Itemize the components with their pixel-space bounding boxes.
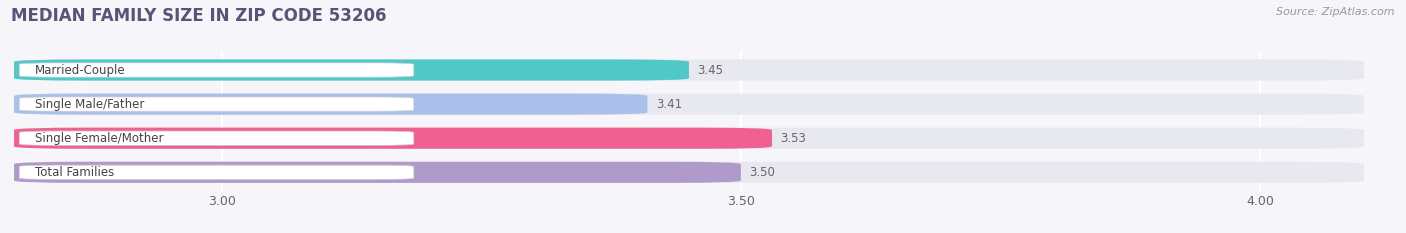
FancyBboxPatch shape: [20, 165, 413, 179]
FancyBboxPatch shape: [14, 162, 741, 183]
Text: 3.41: 3.41: [655, 98, 682, 111]
FancyBboxPatch shape: [14, 59, 1364, 81]
Text: Single Male/Father: Single Male/Father: [35, 98, 145, 111]
FancyBboxPatch shape: [14, 93, 1364, 115]
Text: MEDIAN FAMILY SIZE IN ZIP CODE 53206: MEDIAN FAMILY SIZE IN ZIP CODE 53206: [11, 7, 387, 25]
FancyBboxPatch shape: [14, 162, 1364, 183]
Text: Married-Couple: Married-Couple: [35, 64, 125, 76]
Text: 3.45: 3.45: [697, 64, 723, 76]
FancyBboxPatch shape: [14, 128, 1364, 149]
FancyBboxPatch shape: [14, 59, 689, 81]
Text: 3.53: 3.53: [780, 132, 806, 145]
FancyBboxPatch shape: [14, 93, 647, 115]
FancyBboxPatch shape: [20, 131, 413, 145]
Text: Single Female/Mother: Single Female/Mother: [35, 132, 163, 145]
FancyBboxPatch shape: [20, 63, 413, 77]
FancyBboxPatch shape: [20, 97, 413, 111]
Text: Source: ZipAtlas.com: Source: ZipAtlas.com: [1277, 7, 1395, 17]
FancyBboxPatch shape: [14, 128, 772, 149]
Text: 3.50: 3.50: [749, 166, 775, 179]
Text: Total Families: Total Families: [35, 166, 114, 179]
